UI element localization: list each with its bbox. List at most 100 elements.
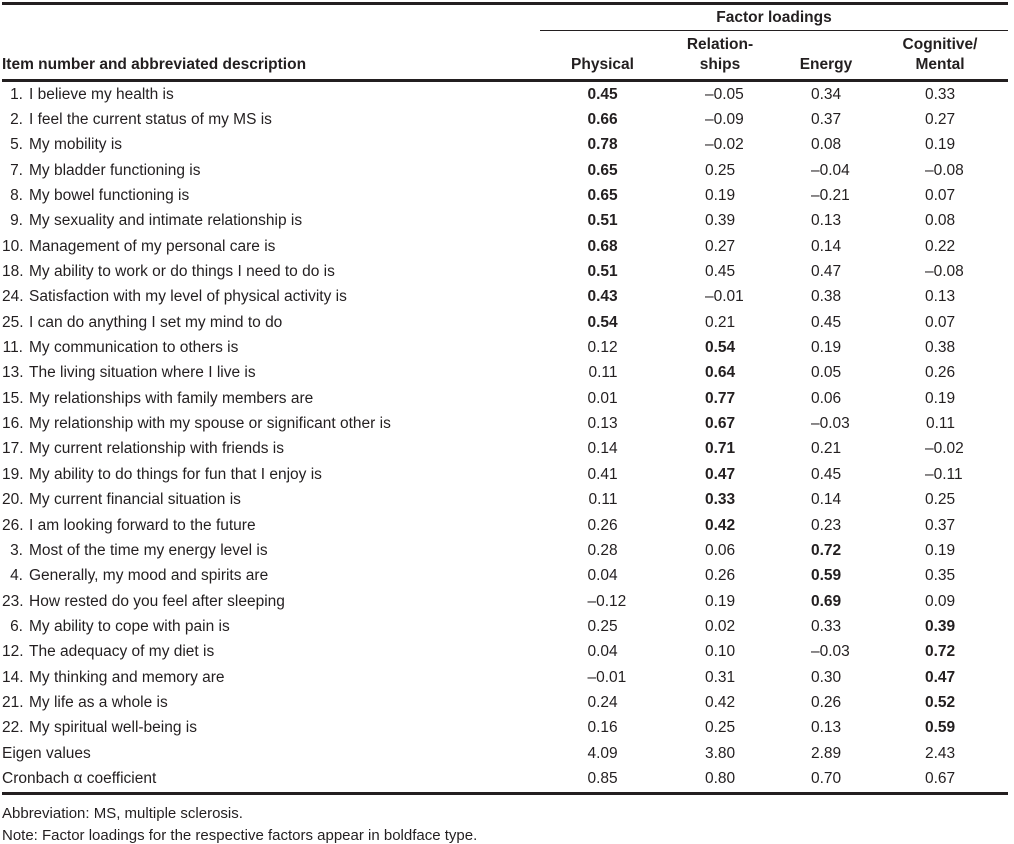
item-cell: 14. My thinking and memory are	[2, 669, 545, 687]
value-physical: 0.01	[587, 389, 618, 407]
value-energy: 0.13	[811, 212, 842, 230]
value-cognitive-mental: –0.08	[925, 263, 964, 281]
value-relationships: –0.05	[705, 85, 744, 103]
item-cell: Cronbach α coefficient	[2, 770, 545, 788]
value-cognitive-mental: –0.02	[925, 440, 964, 458]
table-row: 25. I can do anything I set my mind to d…	[2, 310, 1008, 335]
value-relationships: 0.21	[705, 313, 736, 331]
item-cell: 13. The living situation where I live is	[2, 364, 545, 382]
value-energy: 0.23	[811, 516, 842, 534]
table-row: 8. My bowel functioning is 0.65 0.19 –0.…	[2, 183, 1008, 208]
item-number: 6.	[10, 617, 23, 635]
value-energy: 0.21	[811, 440, 842, 458]
item-description: My relationships with family members are	[29, 389, 314, 407]
value-relationships: –0.01	[705, 288, 744, 306]
item-cell: 12. The adequacy of my diet is	[2, 643, 545, 661]
value-physical: 0.24	[587, 693, 618, 711]
table-row: 14. My thinking and memory are –0.01 0.3…	[2, 665, 1008, 690]
item-description: My ability to cope with pain is	[29, 617, 230, 635]
value-cognitive-mental: 0.19	[925, 389, 956, 407]
value-cognitive-mental: 0.35	[925, 567, 956, 585]
value-relationships: 3.80	[705, 744, 736, 762]
item-cell: 2. I feel the current status of my MS is	[2, 111, 545, 129]
item-cell: 19. My ability to do things for fun that…	[2, 466, 545, 484]
item-number: 9.	[10, 212, 23, 230]
value-physical: 0.51	[587, 263, 618, 281]
value-cognitive-mental: 0.25	[925, 491, 956, 509]
item-number: 17.	[2, 440, 24, 458]
table-row: Cronbach α coefficient 0.85 0.80 0.70 0.…	[2, 766, 1008, 791]
item-header: Item number and abbreviated description	[2, 56, 307, 73]
value-relationships: 0.25	[705, 719, 736, 737]
spanner-row: Factor loadings	[2, 5, 1008, 31]
item-description: The living situation where I live is	[29, 364, 256, 382]
item-cell: 9. My sexuality and intimate relationshi…	[2, 212, 545, 230]
value-physical: –0.12	[587, 592, 627, 610]
value-relationships: 0.80	[705, 769, 736, 787]
item-cell: 17. My current relationship with friends…	[2, 440, 545, 458]
value-cognitive-mental: 0.33	[925, 85, 956, 103]
item-cell: 4. Generally, my mood and spirits are	[2, 567, 545, 585]
item-cell: 16. My relationship with my spouse or si…	[2, 415, 545, 433]
table-row: 17. My current relationship with friends…	[2, 437, 1008, 462]
item-number: 20.	[2, 491, 24, 509]
value-physical: 0.41	[587, 465, 618, 483]
value-cognitive-mental: 0.72	[925, 643, 956, 661]
table-row: 19. My ability to do things for fun that…	[2, 462, 1008, 487]
value-physical: 0.12	[587, 339, 618, 357]
value-cognitive-mental: –0.11	[925, 465, 963, 483]
boldface-note: Note: Factor loadings for the respective…	[2, 826, 478, 844]
top-rule	[2, 2, 1008, 5]
value-physical: 0.65	[587, 187, 618, 205]
value-physical: 0.78	[587, 136, 618, 154]
table-row: 9. My sexuality and intimate relationshi…	[2, 209, 1008, 234]
value-cognitive-mental: –0.08	[925, 161, 964, 179]
value-relationships: 0.19	[705, 187, 736, 205]
value-cognitive-mental: 0.38	[925, 339, 956, 357]
value-physical: 0.13	[587, 415, 618, 433]
table-row: 5. My mobility is 0.78 –0.02 0.08 0.19	[2, 133, 1008, 158]
item-number: 8.	[10, 187, 23, 205]
value-physical: –0.01	[587, 668, 627, 686]
value-energy: –0.03	[811, 643, 850, 661]
value-relationships: 0.27	[705, 237, 736, 255]
item-description: Eigen values	[2, 744, 91, 762]
item-number: 15.	[2, 389, 24, 407]
item-description: My current financial situation is	[29, 491, 241, 509]
value-relationships: 0.33	[705, 491, 736, 509]
value-energy: 0.38	[811, 288, 842, 306]
value-relationships: 0.25	[705, 161, 736, 179]
value-cognitive-mental: 0.13	[925, 288, 956, 306]
value-physical: 0.11	[588, 491, 618, 509]
item-description: My life as a whole is	[29, 693, 168, 711]
value-energy: 0.05	[811, 364, 842, 382]
value-relationships: 0.67	[705, 415, 736, 433]
item-number: 13.	[2, 364, 24, 382]
value-physical: 0.65	[587, 161, 618, 179]
item-number: 5.	[10, 136, 23, 154]
factor-loadings-spanner: Factor loadings	[540, 5, 1008, 31]
column-header-physical: Physical	[571, 56, 634, 73]
value-cognitive-mental: 0.52	[925, 693, 956, 711]
value-cognitive-mental: 0.59	[925, 719, 956, 737]
value-physical: 0.11	[588, 364, 618, 382]
value-relationships: 0.64	[705, 364, 736, 382]
table-row: 6. My ability to cope with pain is 0.25 …	[2, 614, 1008, 639]
table-row: 10. Management of my personal care is 0.…	[2, 234, 1008, 259]
value-energy: 0.47	[811, 263, 842, 281]
item-cell: 1. I believe my health is	[2, 86, 545, 104]
value-physical: 0.45	[587, 85, 618, 103]
item-description: My ability to work or do things I need t…	[29, 263, 335, 281]
item-cell: 11. My communication to others is	[2, 339, 545, 357]
item-cell: 20. My current financial situation is	[2, 491, 545, 509]
item-number: 18.	[2, 263, 24, 281]
item-cell: 8. My bowel functioning is	[2, 187, 545, 205]
value-energy: 0.30	[811, 668, 842, 686]
item-number: 10.	[2, 237, 24, 255]
value-physical: 0.54	[587, 313, 618, 331]
item-number: 4.	[10, 567, 23, 585]
item-number: 26.	[2, 516, 24, 534]
item-description: Satisfaction with my level of physical a…	[29, 288, 347, 306]
value-relationships: –0.09	[705, 111, 744, 129]
